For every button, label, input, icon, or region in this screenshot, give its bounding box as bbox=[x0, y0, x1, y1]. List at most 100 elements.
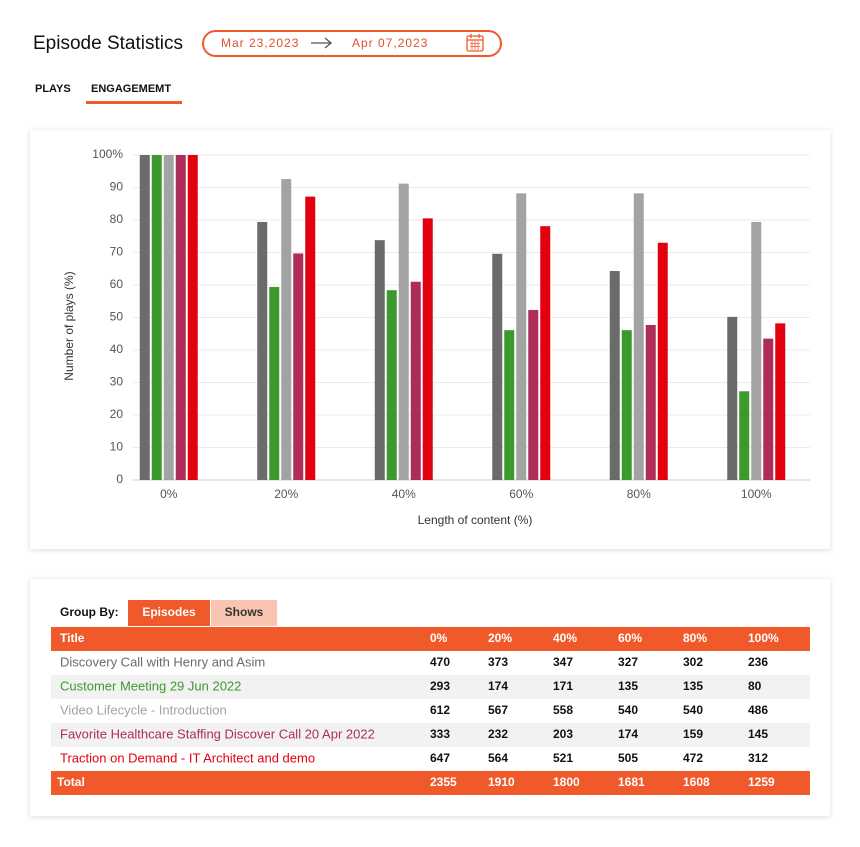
table-cell: 612 bbox=[430, 703, 450, 717]
bar bbox=[163, 155, 174, 480]
total-cell: 2355 bbox=[430, 775, 457, 789]
table-cell: 203 bbox=[553, 727, 573, 741]
table-cell: 347 bbox=[553, 655, 573, 669]
table-cell: 174 bbox=[488, 679, 508, 693]
bar bbox=[151, 155, 162, 480]
bar bbox=[739, 391, 750, 480]
bar bbox=[763, 338, 774, 480]
y-tick-label: 10 bbox=[110, 440, 124, 454]
column-header: 80% bbox=[683, 631, 707, 645]
y-tick-label: 100% bbox=[92, 147, 123, 161]
bar bbox=[528, 310, 539, 480]
table-cell: 470 bbox=[430, 655, 450, 669]
table-cell: 171 bbox=[553, 679, 573, 693]
table-cell: 135 bbox=[618, 679, 638, 693]
episode-title: Favorite Healthcare Staffing Discover Ca… bbox=[60, 726, 375, 741]
episode-title: Video Lifecycle - Introduction bbox=[60, 702, 227, 717]
total-cell: 1259 bbox=[748, 775, 775, 789]
bar bbox=[374, 240, 385, 480]
calendar-icon[interactable] bbox=[466, 34, 484, 52]
bar bbox=[293, 253, 304, 480]
bar bbox=[727, 316, 738, 480]
y-tick-label: 70 bbox=[110, 245, 124, 259]
x-axis-label: Length of content (%) bbox=[418, 513, 533, 527]
episode-title: Customer Meeting 29 Jun 2022 bbox=[60, 678, 241, 693]
bar bbox=[281, 179, 292, 481]
table-cell: 236 bbox=[748, 655, 768, 669]
tab-underline bbox=[86, 101, 182, 104]
row-bg bbox=[51, 675, 810, 699]
bar bbox=[305, 196, 316, 480]
bar bbox=[609, 271, 620, 480]
y-tick-label: 60 bbox=[110, 277, 124, 291]
x-tick-label: 20% bbox=[274, 487, 298, 501]
table-cell: 174 bbox=[618, 727, 638, 741]
tab-active[interactable]: ENGAGEMEMT bbox=[91, 83, 171, 95]
table-cell: 486 bbox=[748, 703, 768, 717]
y-tick-label: 40 bbox=[110, 342, 124, 356]
date-range[interactable] bbox=[202, 30, 502, 57]
bar bbox=[504, 330, 515, 480]
group-tab-active[interactable] bbox=[128, 600, 210, 626]
total-row-bg bbox=[51, 771, 810, 795]
bar bbox=[398, 183, 409, 480]
table-cell: 647 bbox=[430, 751, 450, 765]
bar bbox=[386, 290, 397, 480]
table-cell: 564 bbox=[488, 751, 508, 765]
bar bbox=[422, 218, 433, 480]
table-cell: 505 bbox=[618, 751, 638, 765]
episode-title: Discovery Call with Henry and Asim bbox=[60, 654, 265, 669]
table-cell: 145 bbox=[748, 727, 768, 741]
group-tab[interactable]: Episodes bbox=[142, 605, 196, 619]
total-cell: 1681 bbox=[618, 775, 645, 789]
table-cell: 232 bbox=[488, 727, 508, 741]
table-cell: 567 bbox=[488, 703, 508, 717]
bar bbox=[492, 253, 503, 480]
bar bbox=[139, 155, 150, 480]
y-tick-label: 50 bbox=[110, 310, 124, 324]
page-title: Episode Statistics bbox=[33, 33, 183, 54]
y-tick-label: 30 bbox=[110, 375, 124, 389]
y-tick-label: 80 bbox=[110, 212, 124, 226]
table-cell: 521 bbox=[553, 751, 573, 765]
table-header-bg bbox=[51, 627, 810, 651]
y-tick-label: 90 bbox=[110, 180, 124, 194]
bar bbox=[657, 242, 668, 480]
table-cell: 302 bbox=[683, 655, 703, 669]
column-header: 100% bbox=[748, 631, 779, 645]
total-cell: Total bbox=[57, 775, 85, 789]
bar bbox=[516, 193, 527, 480]
table-cell: 333 bbox=[430, 727, 450, 741]
bar bbox=[187, 155, 198, 480]
bar bbox=[269, 286, 280, 480]
bar bbox=[775, 323, 786, 480]
date-from[interactable]: Mar 23,2023 bbox=[221, 36, 299, 50]
arrow-icon bbox=[311, 37, 333, 49]
episode-title: Traction on Demand - IT Architect and de… bbox=[60, 750, 315, 765]
bar bbox=[410, 281, 421, 480]
table-cell: 472 bbox=[683, 751, 703, 765]
bar bbox=[645, 324, 656, 480]
group-tab-inactive[interactable] bbox=[211, 600, 277, 626]
tab[interactable]: PLAYS bbox=[35, 83, 71, 95]
total-cell: 1910 bbox=[488, 775, 515, 789]
x-tick-label: 100% bbox=[741, 487, 772, 501]
group-tab[interactable]: Shows bbox=[225, 605, 264, 619]
x-tick-label: 60% bbox=[509, 487, 533, 501]
table-cell: 135 bbox=[683, 679, 703, 693]
table-cell: 159 bbox=[683, 727, 703, 741]
column-header: 40% bbox=[553, 631, 577, 645]
table-cell: 312 bbox=[748, 751, 768, 765]
column-header: 20% bbox=[488, 631, 512, 645]
x-tick-label: 80% bbox=[627, 487, 651, 501]
bar bbox=[633, 193, 644, 480]
bar bbox=[257, 221, 268, 480]
date-to[interactable]: Apr 07,2023 bbox=[352, 36, 428, 50]
y-axis-label: Number of plays (%) bbox=[62, 271, 76, 380]
bar bbox=[175, 155, 186, 480]
bar bbox=[751, 221, 762, 480]
table-cell: 540 bbox=[618, 703, 638, 717]
group-by-label: Group By: bbox=[60, 605, 119, 619]
